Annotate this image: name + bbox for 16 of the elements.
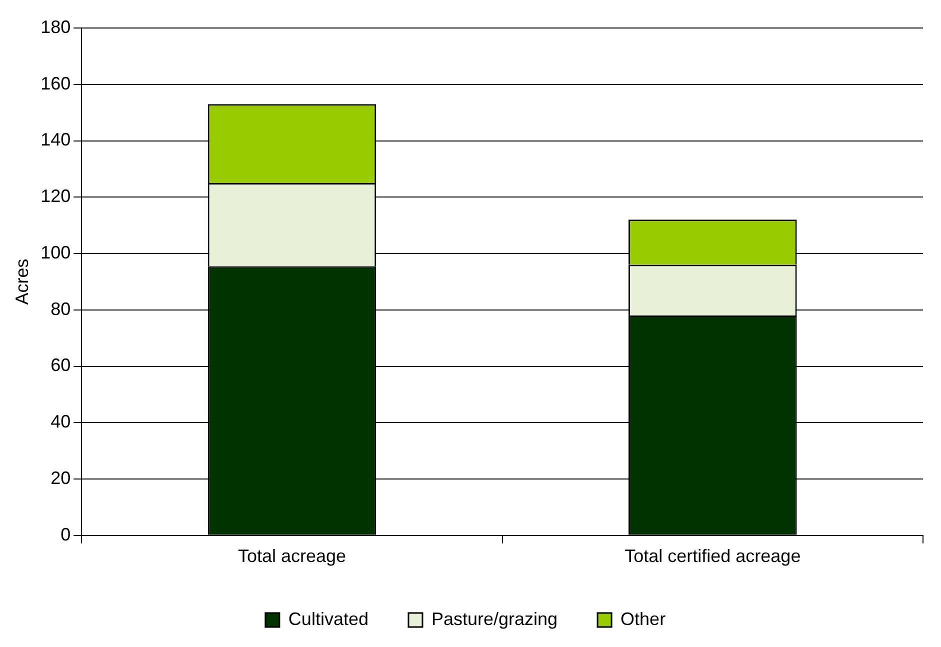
y-tick-label: 140 <box>40 130 71 150</box>
y-tick-label: 160 <box>40 73 71 94</box>
y-tick-label: 60 <box>50 355 71 376</box>
y-tick-label: 40 <box>50 412 71 432</box>
legend-label: Other <box>620 608 666 629</box>
y-axis-title: Acres <box>12 258 32 305</box>
y-tick-label: 0 <box>60 524 71 544</box>
x-tick-label: Total certified acreage <box>624 546 801 566</box>
y-tick-label: 100 <box>40 242 71 262</box>
y-tick-label: 80 <box>50 298 71 319</box>
x-tick-label: Total acreage <box>238 546 346 566</box>
y-tick-label: 180 <box>40 16 71 37</box>
legend-label: Pasture/grazing <box>431 608 558 629</box>
legend-label: Cultivated <box>288 608 368 629</box>
y-tick-label: 120 <box>40 186 71 206</box>
y-tick-label: 20 <box>50 468 71 488</box>
